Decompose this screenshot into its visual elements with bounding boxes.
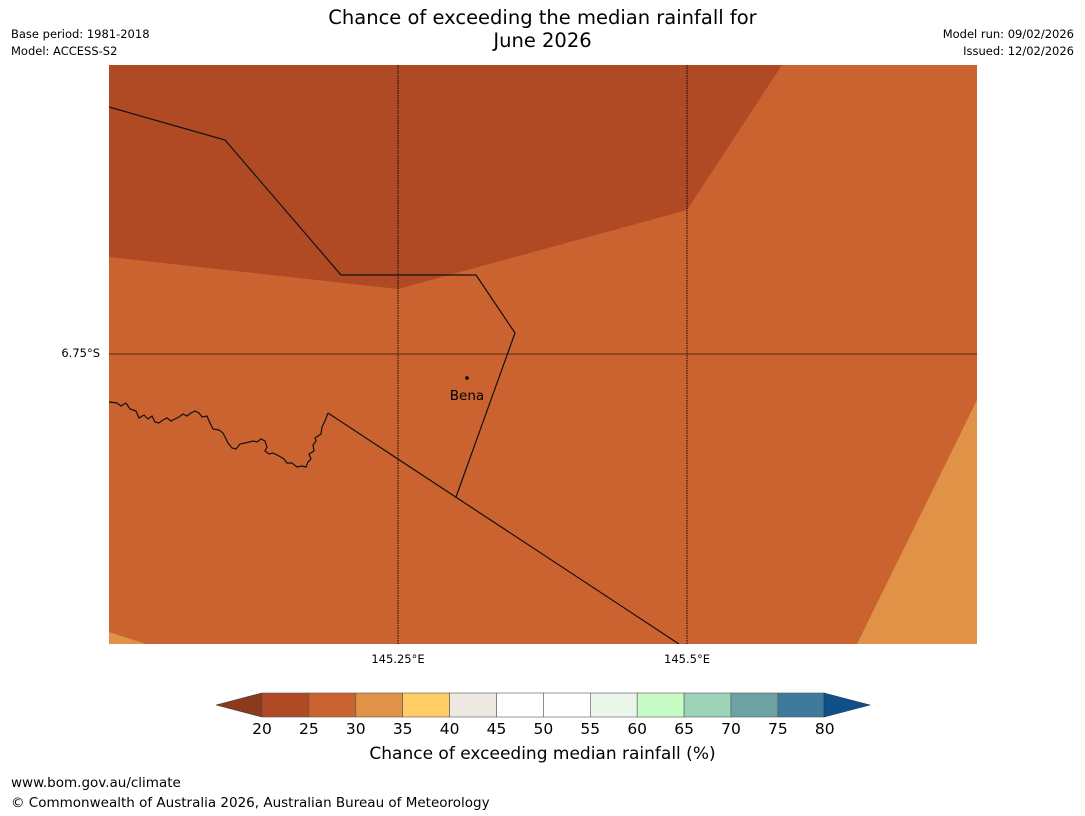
title-line-1: Chance of exceeding the median rainfall …: [328, 6, 757, 29]
map-canvas: [109, 65, 977, 644]
latitude-label: 6.75°S: [61, 346, 100, 360]
base-period-text: Base period: 1981-2018: [11, 27, 150, 41]
colorbar-tick-labels: 20 25 30 35 40 45 50 55 60 65 70 75 80: [0, 720, 1085, 740]
metadata-left: Base period: 1981-2018 Model: ACCESS-S2: [11, 26, 150, 60]
colorbar-tick-25: 25: [299, 720, 319, 738]
place-label-bena: Bena: [449, 388, 485, 404]
colorbar-cell-50-55: [543, 692, 591, 718]
colorbar-cell-40-45: [449, 692, 497, 718]
colorbar-tick-50: 50: [533, 720, 554, 738]
map-band-20-25: [109, 65, 782, 289]
colorbar-tick-35: 35: [392, 720, 413, 738]
chart-title: Chance of exceeding the median rainfall …: [0, 6, 1085, 52]
colorbar-cell-35-40: [402, 692, 450, 718]
colorbar: [214, 692, 872, 724]
rainfall-map: [109, 65, 977, 644]
footer-url[interactable]: www.bom.gov.au/climate: [11, 775, 181, 791]
colorbar-tick-75: 75: [768, 720, 788, 738]
colorbar-graphic: [214, 692, 872, 718]
colorbar-tick-55: 55: [580, 720, 601, 738]
colorbar-tick-70: 70: [721, 720, 741, 738]
longitude-label-145-5: 145.5°E: [664, 652, 710, 666]
colorbar-cell-55-60: [589, 692, 638, 718]
colorbar-tick-40: 40: [439, 720, 460, 738]
colorbar-cell-65-70: [683, 692, 732, 718]
colorbar-cell-60-65: [636, 692, 685, 718]
colorbar-cell-20-25: [261, 692, 310, 718]
map-band-30-35-west: [109, 632, 146, 644]
title-line-2: June 2026: [493, 29, 592, 52]
footer-copyright: © Commonwealth of Australia 2026, Austra…: [11, 795, 490, 811]
colorbar-cell-30-35: [355, 692, 404, 718]
colorbar-tick-65: 65: [674, 720, 694, 738]
colorbar-tick-45: 45: [486, 720, 507, 738]
colorbar-cell-25-30: [308, 692, 357, 718]
colorbar-tick-60: 60: [627, 720, 648, 738]
colorbar-tick-30: 30: [345, 720, 366, 738]
colorbar-cell-45-50: [496, 692, 544, 718]
colorbar-label: Chance of exceeding median rainfall (%): [369, 744, 716, 764]
issued-text: Issued: 12/02/2026: [963, 44, 1074, 58]
colorbar-cell-75-80: [777, 692, 826, 718]
colorbar-over-arrow: [823, 692, 872, 718]
model-text: Model: ACCESS-S2: [11, 44, 118, 58]
colorbar-under-arrow: [214, 692, 263, 718]
river-boundary: [109, 401, 329, 468]
longitude-label-145-25: 145.25°E: [371, 652, 425, 666]
province-boundary-north: [109, 106, 516, 498]
colorbar-tick-80: 80: [814, 720, 835, 738]
map-band-30-35-east: [857, 400, 977, 644]
colorbar-tick-20: 20: [252, 720, 272, 738]
colorbar-cell-70-75: [730, 692, 779, 718]
metadata-right: Model run: 09/02/2026 Issued: 12/02/2026: [943, 26, 1074, 60]
province-boundary-south: [327, 412, 680, 644]
model-run-text: Model run: 09/02/2026: [942, 27, 1074, 41]
place-marker-bena: [465, 376, 469, 380]
